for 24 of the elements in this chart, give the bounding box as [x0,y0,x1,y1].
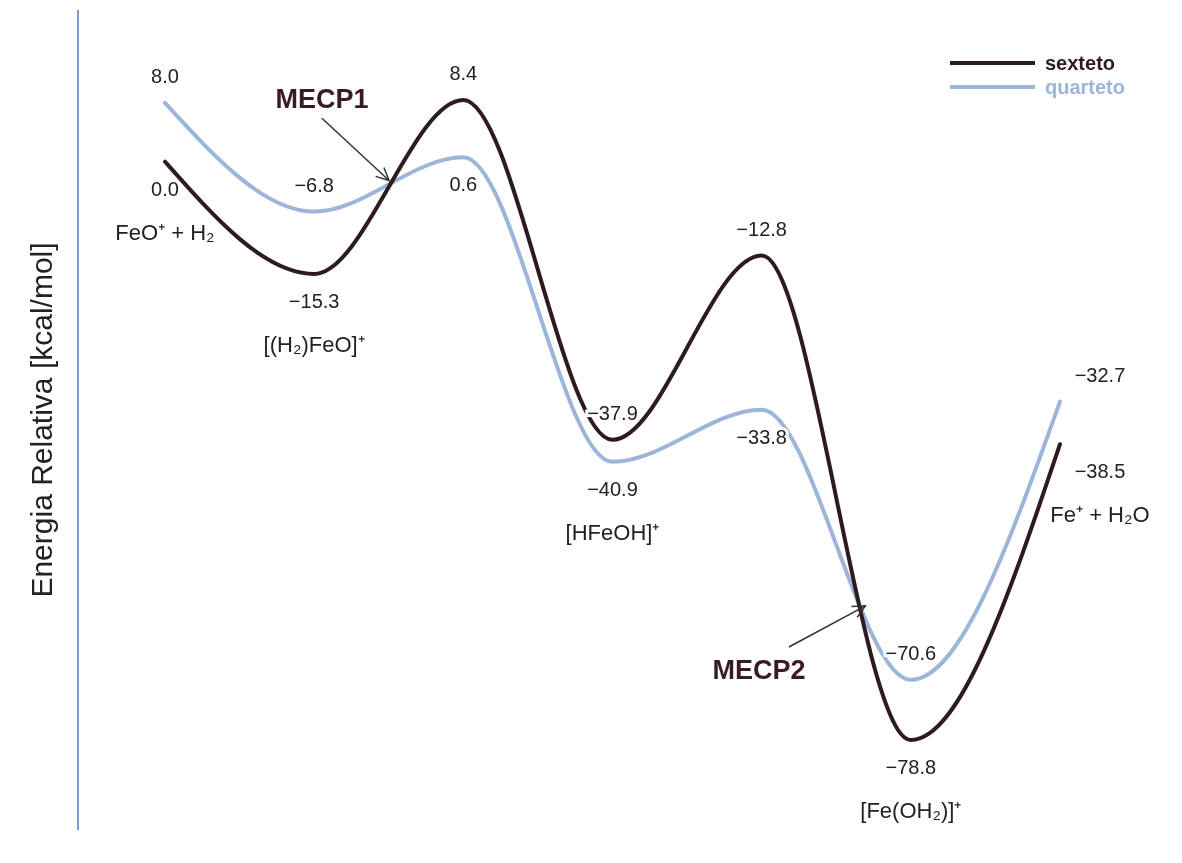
data-label: −32.7 [1074,363,1126,386]
annotation: MECP1 [275,84,369,115]
data-label: −33.8 [736,425,787,448]
annotation: MECP2 [712,654,806,685]
data-label: −38.5 [1074,460,1126,483]
data-label: −40.9 [587,477,638,500]
data-label: −12.8 [736,217,787,240]
legend-label: sexteto [1045,52,1116,74]
annotation: [HFeOH]⁺ [565,519,660,545]
data-label: 0.6 [449,173,478,196]
data-label: −70.6 [885,641,937,664]
data-label: −6.8 [294,173,334,196]
data-label: 8.0 [151,64,179,87]
annotation: Fe⁺ + H₂O [1050,502,1150,528]
data-label: −37.9 [587,401,638,424]
data-label: −15.3 [288,289,340,312]
data-label: 8.4 [449,62,478,84]
legend-label: quarteto [1045,76,1125,98]
annotation: [(H₂)FeO]⁺ [263,331,365,357]
data-label: −78.8 [885,756,937,778]
annotation: FeO⁺ + H₂ [115,219,215,245]
y-axis-title: Energia Relativa [kcal/mol] [25,242,58,598]
text: [Fe(OH₂)]⁺ [860,798,962,823]
data-label: 0.0 [151,177,179,200]
